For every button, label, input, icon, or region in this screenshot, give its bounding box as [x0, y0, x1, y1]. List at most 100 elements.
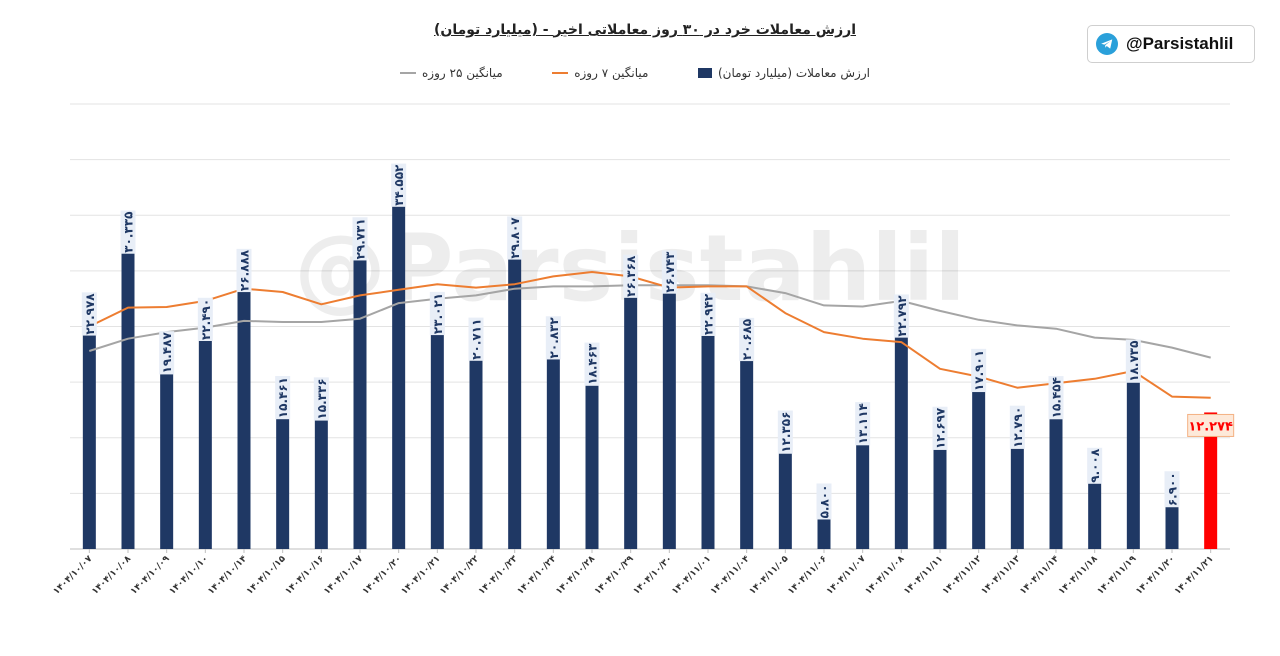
gridlines	[70, 103, 1230, 550]
bar	[894, 295, 908, 549]
x-tick-label: ۱۴۰۴/۱۰/۱۶	[284, 554, 327, 597]
data-label: ۳۴.۵۵۲	[392, 164, 406, 206]
data-label: ۳۰.۳۳۵	[122, 212, 136, 253]
data-label-box	[352, 217, 368, 261]
bar	[662, 251, 676, 549]
x-tick-label: ۱۴۰۴/۱۰/۲۲	[438, 554, 481, 597]
x-tick-label: ۱۴۰۴/۱۰/۱۴	[206, 554, 249, 597]
bars-series	[82, 164, 1218, 550]
data-label: ۲۲.۹۷۸	[83, 293, 97, 335]
data-label: ۲۹.۷۳۱	[354, 218, 368, 259]
x-tick-label: ۱۴۰۴/۱۱/۰۷	[825, 554, 868, 597]
x-tick-label: ۱۴۰۴/۱۰/۲۴	[516, 554, 559, 597]
legend-item-bars: ارزش معاملات (میلیارد تومان)	[697, 66, 870, 80]
data-label-box	[971, 348, 987, 393]
bar	[508, 217, 522, 549]
data-label: ۱۸.۷۳۵	[1127, 341, 1141, 382]
x-tick-label: ۱۴۰۴/۱۰/۲۳	[477, 554, 520, 597]
data-label: ۲۶.۸۸۸	[238, 249, 252, 291]
data-label-box	[661, 250, 677, 294]
x-tick-label: ۱۴۰۴/۱۱/۱۹	[1096, 554, 1139, 597]
data-label: ۲۲.۹۴۲	[702, 293, 716, 335]
data-label-box	[1048, 376, 1064, 420]
legend-swatch-ma25	[400, 72, 416, 74]
x-tick-label: ۱۴۰۴/۱۰/۲۰	[361, 554, 404, 597]
x-tick-label: ۱۴۰۴/۱۱/۰۱	[670, 554, 713, 597]
legend-item-ma25: میانگین ۲۵ روزه	[400, 66, 503, 80]
x-tick-label: ۱۴۰۴/۱۱/۰۶	[786, 554, 829, 597]
data-label-box	[275, 375, 291, 420]
data-label-box	[855, 402, 871, 446]
x-axis-ticks: ۱۴۰۴/۱۰/۰۷۱۴۰۴/۱۰/۰۸۱۴۰۴/۱۰/۰۹۱۴۰۴/۱۰/۱۰…	[52, 549, 1216, 597]
data-label-box	[1187, 413, 1235, 437]
x-tick-label: ۱۴۰۴/۱۰/۱۷	[322, 554, 365, 597]
telegram-icon	[1096, 33, 1118, 55]
data-label-box	[932, 406, 948, 450]
data-label-box	[777, 410, 793, 454]
x-tick-label: ۱۴۰۴/۱۰/۰۷	[52, 554, 95, 597]
x-tick-label: ۱۴۰۴/۱۰/۰۹	[129, 554, 172, 597]
bar	[624, 255, 638, 549]
bar	[1049, 377, 1063, 549]
data-label: ۱۵.۴۶۱	[276, 377, 290, 418]
data-label: ۲۳.۰۲۱	[431, 293, 445, 334]
data-label: ۲۶.۳۶۸	[624, 255, 638, 297]
data-label-box	[816, 483, 832, 520]
bar	[585, 343, 599, 549]
x-tick-label: ۱۴۰۴/۱۰/۲۱	[400, 554, 443, 597]
x-tick-label: ۱۴۰۴/۱۱/۰۴	[709, 554, 752, 597]
data-label-box	[120, 210, 136, 254]
data-label: ۲۶.۷۴۳	[663, 251, 677, 293]
legend-label-ma25: میانگین ۲۵ روزه	[422, 66, 503, 80]
legend-item-ma7: میانگین ۷ روزه	[552, 66, 648, 80]
data-label: ۲۲.۴۹۰	[199, 299, 213, 340]
channel-handle: @Parsistahlil	[1126, 34, 1234, 53]
data-label-box	[584, 342, 600, 386]
channel-badge[interactable]: @Parsistahlil	[1087, 25, 1255, 63]
bar	[121, 211, 135, 549]
bar	[392, 164, 406, 549]
data-label: ۵.۸۰۰	[818, 485, 832, 519]
x-tick-label: ۱۴۰۴/۱۰/۲۸	[554, 554, 597, 597]
bar	[972, 349, 986, 549]
data-label: ۱۹.۴۸۷	[160, 332, 174, 374]
data-label-box	[623, 254, 639, 298]
legend-label-bars: ارزش معاملات (میلیارد تومان)	[717, 66, 870, 80]
data-label-box	[545, 316, 561, 360]
data-label: ۲۹.۸۰۷	[508, 217, 522, 259]
bar	[160, 332, 174, 549]
bar	[740, 318, 754, 549]
series-line	[88, 284, 1211, 359]
bar	[314, 378, 328, 549]
data-label-box	[391, 163, 407, 207]
bar	[82, 293, 96, 549]
data-label-box	[507, 216, 523, 260]
bar	[276, 376, 290, 549]
x-tick-label: ۱۴۰۴/۱۰/۳۰	[632, 554, 675, 597]
x-tick-label: ۱۴۰۴/۱۱/۱۸	[1057, 554, 1100, 597]
legend-swatch-bars	[697, 68, 712, 78]
data-label-box	[468, 317, 484, 361]
bar	[1204, 412, 1218, 549]
bar	[353, 218, 367, 550]
bar	[430, 292, 444, 549]
data-label: ۲۰.۷۱۱	[470, 319, 484, 360]
x-tick-label: ۱۴۰۴/۱۱/۲۱	[1173, 554, 1216, 597]
bar	[701, 293, 715, 549]
data-label: ۲۰.۸۳۲	[547, 317, 561, 359]
x-tick-label: ۱۴۰۴/۱۱/۰۸	[864, 554, 907, 597]
x-tick-label: ۱۴۰۴/۱۱/۱۱	[902, 554, 945, 597]
data-label: ۱۵.۳۳۶	[315, 378, 329, 419]
bar	[546, 317, 560, 549]
data-label: ۶.۹۰۰	[1166, 472, 1180, 506]
data-label: ۱۲.۷۹۰	[1011, 407, 1025, 448]
data-label-box	[893, 294, 909, 338]
bar	[237, 249, 251, 549]
bar	[198, 298, 212, 549]
series-line	[88, 271, 1211, 399]
data-label-box	[1009, 405, 1025, 449]
chart-legend: ارزش معاملات (میلیارد تومان) میانگین ۷ ر…	[400, 63, 870, 83]
x-tick-label: ۱۴۰۴/۱۱/۱۳	[980, 554, 1023, 597]
x-tick-label: ۱۴۰۴/۱۰/۱۰	[168, 554, 211, 597]
